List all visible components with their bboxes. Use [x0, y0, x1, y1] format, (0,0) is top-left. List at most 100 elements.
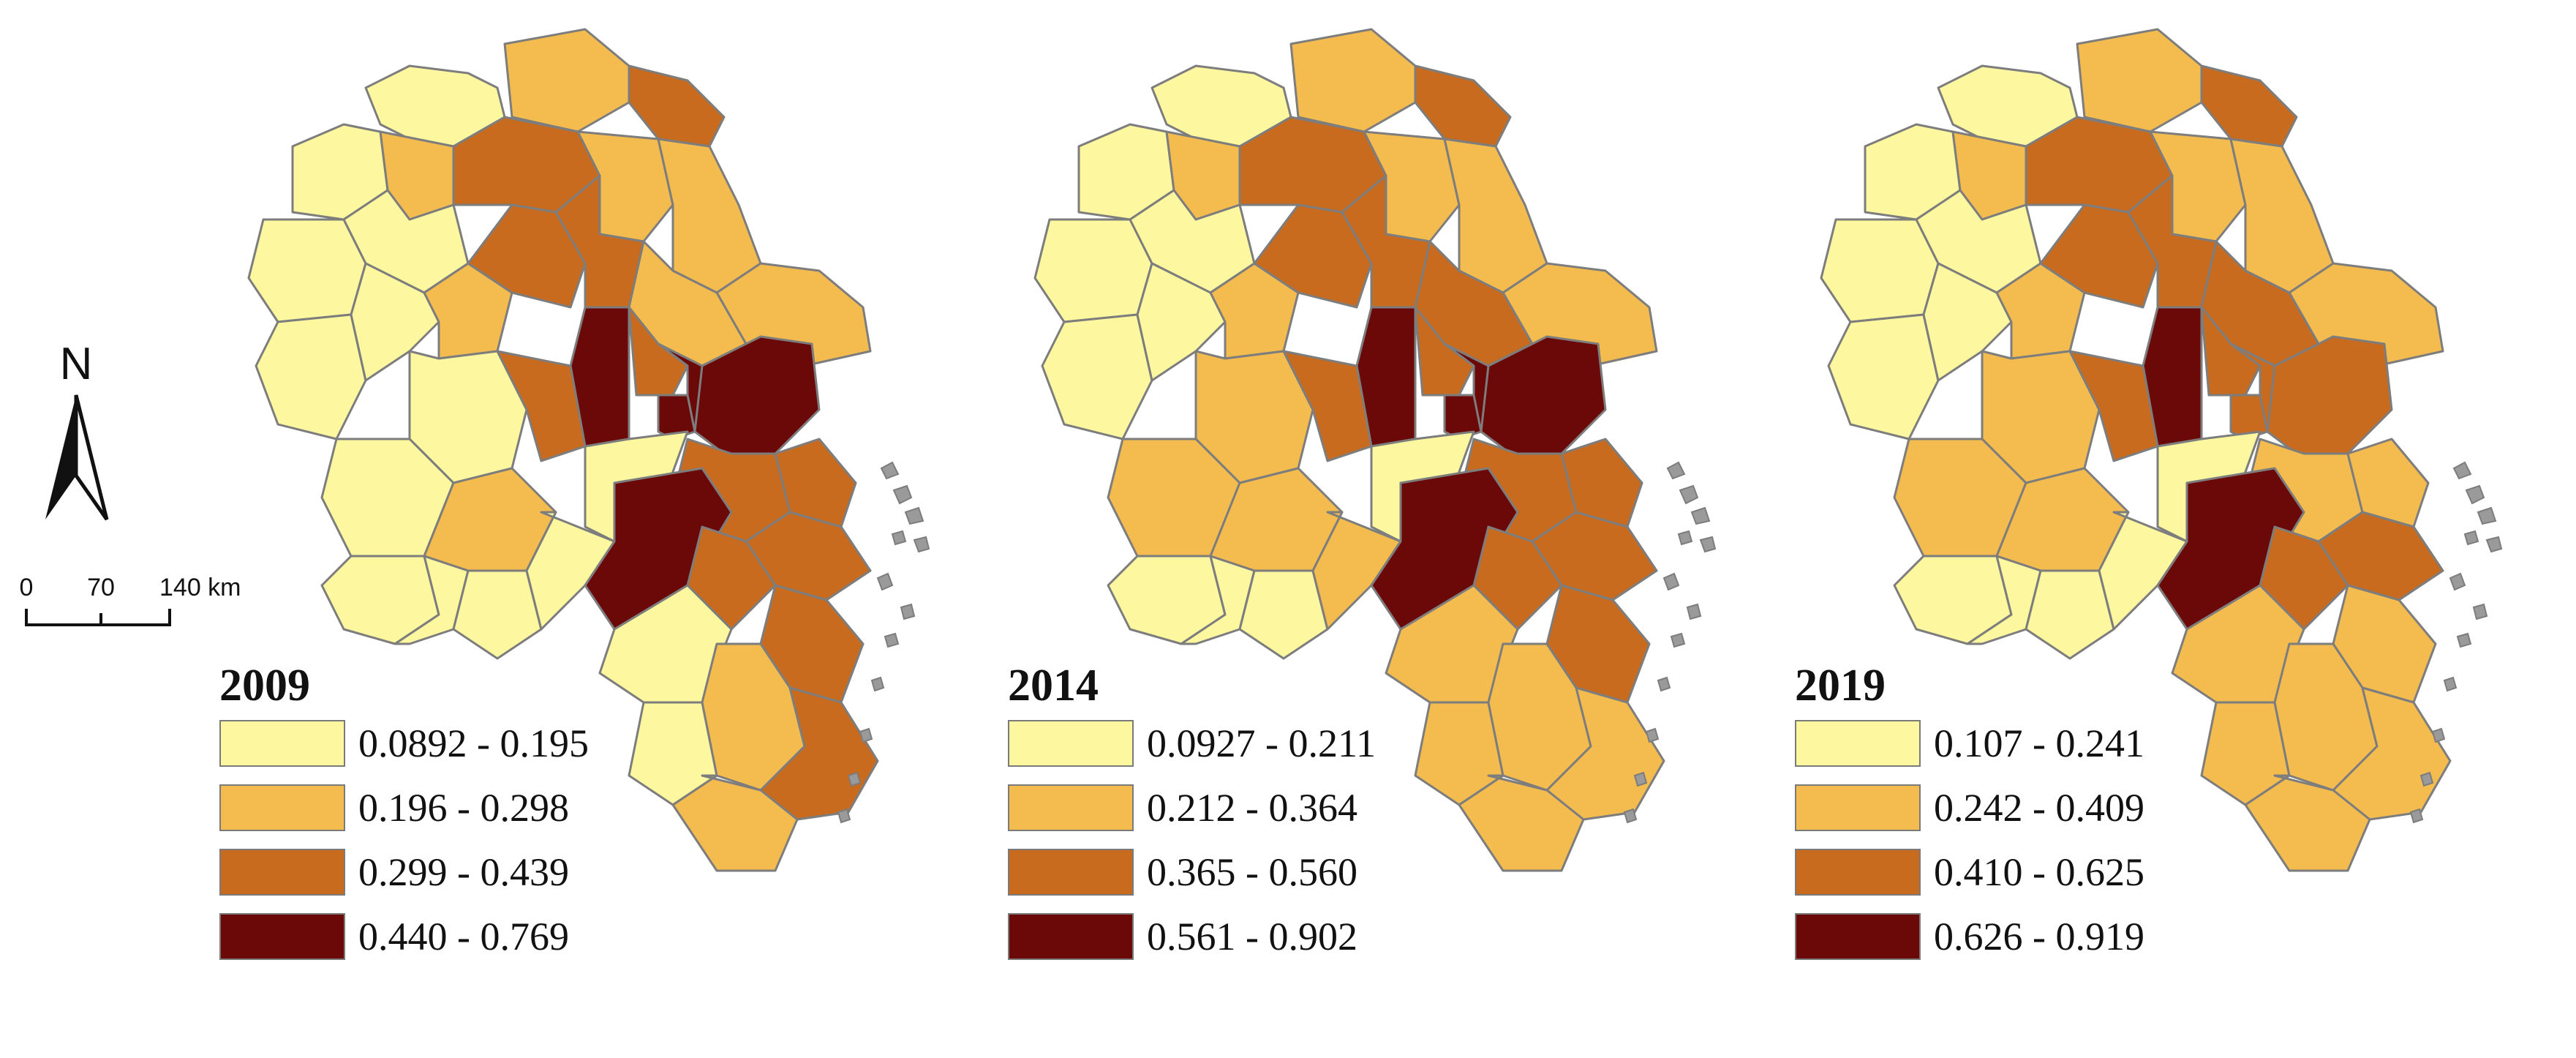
prefecture-region [759, 686, 879, 821]
prefecture-region [1414, 64, 1512, 148]
prefecture-region [1041, 313, 1153, 440]
coastal-island [884, 632, 900, 648]
legend-item: 0.365 - 0.560 [1008, 847, 1376, 897]
coastal-island [870, 676, 885, 692]
map-panel-2014 [1033, 28, 1717, 872]
scale-label-140: 140 km [159, 574, 241, 601]
prefecture-region [628, 306, 689, 397]
legend-range: 0.212 - 0.364 [1147, 786, 1357, 830]
legend-item: 0.212 - 0.364 [1008, 783, 1376, 833]
legend-item: 0.196 - 0.298 [219, 783, 589, 833]
coastal-island [876, 572, 894, 591]
scale-bar: 0 70 140 km [13, 571, 255, 648]
legend-range: 0.561 - 0.902 [1147, 915, 1357, 958]
prefecture-region [1289, 28, 1417, 133]
coastal-island [1657, 676, 1671, 692]
prefecture-region [2200, 64, 2298, 148]
coastal-island [1666, 461, 1686, 480]
legend-swatch [1795, 720, 1921, 767]
legend-range: 0.196 - 0.298 [358, 786, 569, 830]
prefecture-region [628, 64, 726, 148]
prefecture-region [1458, 774, 1585, 872]
coastal-island [1686, 603, 1702, 620]
legend-range: 0.0927 - 0.211 [1147, 721, 1376, 765]
coastal-island [913, 536, 930, 553]
legend-item: 0.242 - 0.409 [1795, 783, 2144, 833]
north-arrow: N [38, 337, 118, 530]
coastal-island [2485, 536, 2503, 553]
coastal-island [1679, 484, 1699, 505]
prefecture-region [774, 438, 857, 528]
legend-item: 0.410 - 0.625 [1795, 847, 2144, 897]
prefecture-region [2346, 438, 2430, 528]
coastal-island [1690, 506, 1711, 525]
legend-item: 0.107 - 0.241 [1795, 719, 2144, 768]
coastal-island [2443, 676, 2458, 692]
legend-year: 2009 [219, 661, 310, 710]
legend-range: 0.107 - 0.241 [1934, 721, 2144, 765]
coastal-island [2472, 603, 2488, 620]
legend-item: 0.561 - 0.902 [1008, 912, 1376, 961]
coastal-island [1670, 632, 1686, 648]
legend-range: 0.440 - 0.769 [358, 915, 569, 958]
legend-range: 0.242 - 0.409 [1934, 786, 2144, 830]
prefecture-region [2076, 28, 2203, 133]
legend-range: 0.626 - 0.919 [1934, 915, 2144, 958]
coastal-island [2409, 808, 2424, 824]
prefecture-region [1472, 525, 1563, 631]
coastal-island [2419, 771, 2434, 787]
prefecture-region [1282, 350, 1373, 462]
prefecture-region [2266, 335, 2393, 455]
legend-2014: 2014 0.0927 - 0.211 0.212 - 0.364 0.365 … [1008, 663, 1376, 976]
coastal-island [847, 771, 862, 787]
coastal-island [859, 727, 873, 743]
coastal-island [891, 530, 907, 546]
legend-swatch [219, 849, 345, 896]
coastal-island [1699, 536, 1717, 553]
north-arrow-left-half [45, 395, 76, 519]
scale-bar-line [25, 609, 171, 626]
coastal-island [2452, 461, 2472, 480]
legend-item: 0.0892 - 0.195 [219, 719, 589, 768]
coastal-island [2465, 484, 2485, 505]
prefecture-region [1033, 218, 1153, 323]
legend-swatch [1795, 849, 1921, 896]
prefecture-region [2244, 774, 2371, 872]
legend-swatch [1008, 720, 1134, 767]
prefecture-region [1443, 138, 1548, 294]
coastal-island [880, 461, 900, 480]
prefecture-region [1238, 569, 1329, 660]
legend-swatch [1008, 784, 1134, 831]
map-panel-2009 [247, 28, 930, 872]
prefecture-region [503, 28, 630, 133]
legend-range: 0.410 - 0.625 [1934, 850, 2144, 894]
scale-label-0: 0 [20, 574, 34, 601]
coastal-island [2463, 530, 2479, 546]
legend-item: 0.0927 - 0.211 [1008, 719, 1376, 768]
coastal-island [1633, 771, 1648, 787]
legend-swatch [219, 720, 345, 767]
prefecture-region [2229, 138, 2335, 294]
legend-item: 0.440 - 0.769 [219, 912, 589, 961]
coastal-island [2477, 506, 2497, 525]
prefecture-region [1545, 686, 1665, 821]
coastal-island [904, 506, 924, 525]
coastal-island [1623, 808, 1638, 824]
coastal-island [892, 484, 913, 505]
prefecture-region [255, 313, 367, 440]
legend-2009: 2009 0.0892 - 0.195 0.196 - 0.298 0.299 … [219, 663, 589, 976]
prefecture-region [247, 218, 367, 323]
prefecture-region [2200, 306, 2261, 397]
coastal-island [1662, 572, 1680, 591]
prefecture-region [686, 525, 777, 631]
prefecture-region [1827, 313, 1940, 440]
prefecture-region [1414, 306, 1475, 397]
prefecture-region [496, 350, 587, 462]
prefecture-region [2259, 525, 2349, 631]
legend-swatch [219, 784, 345, 831]
coastal-island [837, 808, 851, 824]
legend-range: 0.0892 - 0.195 [358, 721, 589, 765]
prefecture-region [671, 774, 799, 872]
prefecture-region [2332, 686, 2452, 821]
